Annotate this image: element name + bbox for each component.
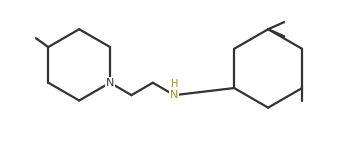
Text: N: N xyxy=(106,78,114,88)
Text: H: H xyxy=(170,79,178,89)
Text: N: N xyxy=(170,90,178,100)
